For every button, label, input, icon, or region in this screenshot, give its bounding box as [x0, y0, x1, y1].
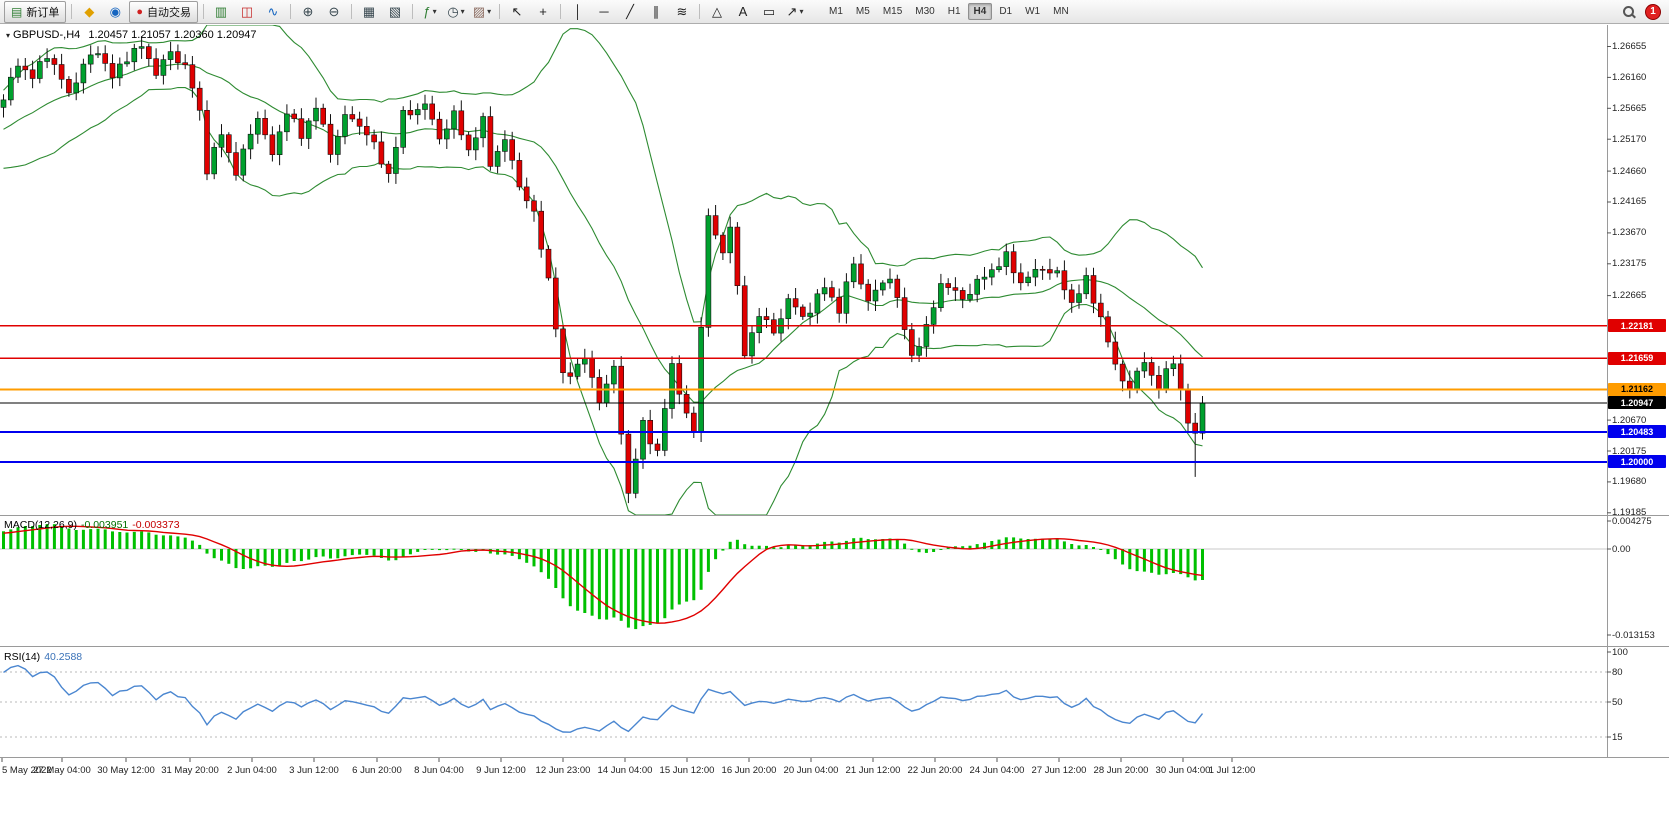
text-button[interactable]: A: [731, 2, 755, 22]
toolbar-separator: [560, 4, 561, 19]
timeframe-m15-button[interactable]: M15: [882, 6, 903, 17]
cascade-windows-button[interactable]: ▧: [383, 2, 407, 22]
trendline-button[interactable]: ╱: [618, 2, 642, 22]
timeframe-w1-button[interactable]: W1: [1025, 6, 1041, 17]
new-order-button[interactable]: ▤ 新订单: [4, 0, 67, 23]
bar-chart-button[interactable]: ▥: [209, 2, 233, 22]
trendline-icon: ╱: [626, 3, 634, 19]
toolbar-separator: [290, 4, 291, 19]
templates-button[interactable]: ▨ ▾: [470, 2, 494, 22]
toolbar-separator: [203, 4, 204, 19]
text-icon: A: [738, 4, 748, 19]
vertical-line-icon: │: [573, 4, 583, 19]
horizontal-line-icon: ─: [599, 4, 609, 19]
new-order-label: 新订单: [26, 6, 60, 19]
community-icon: ◉: [109, 3, 122, 19]
chevron-down-icon: ▾: [487, 7, 492, 16]
zoom-in-button[interactable]: ⊕: [296, 2, 320, 22]
market-watch-button[interactable]: ◆: [77, 2, 101, 22]
arrows-button[interactable]: ↗ ▾: [783, 2, 807, 22]
arrows-icon: ↗: [786, 3, 798, 19]
toolbar-separator: [499, 4, 500, 19]
panel-splitter[interactable]: [0, 514, 1607, 518]
new-order-icon: ▤: [11, 4, 23, 19]
timeframe-m30-button[interactable]: M30: [915, 6, 935, 17]
timeframe-h1-button[interactable]: H1: [947, 6, 961, 17]
community-button[interactable]: ◉: [103, 2, 127, 22]
chart-area[interactable]: ▾ GBPUSD-,H4 1.20457 1.21057 1.20360 1.20…: [0, 25, 1669, 829]
candlestick-button[interactable]: ◫: [235, 2, 259, 22]
shapes-button[interactable]: △: [705, 2, 729, 22]
autotrade-label: 自动交易: [147, 6, 191, 19]
chevron-down-icon: ▾: [432, 7, 437, 16]
cursor-icon: ↖: [511, 3, 523, 19]
autotrade-button[interactable]: ● 自动交易: [129, 0, 198, 23]
tile-windows-button[interactable]: ▦: [357, 2, 381, 22]
templates-icon: ▨: [472, 3, 486, 19]
shapes-icon: △: [712, 3, 722, 19]
zoom-in-icon: ⊕: [302, 3, 314, 19]
toolbar-separator: [351, 4, 352, 19]
periods-button[interactable]: ◷ ▾: [444, 2, 468, 22]
periods-icon: ◷: [447, 3, 459, 19]
channel-icon: ∥: [652, 3, 660, 19]
label-button[interactable]: ▭: [757, 2, 781, 22]
fibonacci-button[interactable]: ≋: [670, 2, 694, 22]
cursor-button[interactable]: ↖: [505, 2, 529, 22]
toolbar-right: 1: [1623, 3, 1665, 20]
toolbar-separator: [412, 4, 413, 19]
timeframe-m5-button[interactable]: M5: [855, 6, 870, 17]
crosshair-icon: +: [539, 4, 547, 19]
tile-windows-icon: ▦: [362, 3, 376, 19]
timeframe-h4-button[interactable]: H4: [967, 3, 993, 20]
toolbar-separator: [699, 4, 700, 19]
indicators-icon: ƒ: [423, 4, 431, 19]
panel-splitter[interactable]: [0, 645, 1607, 649]
channel-button[interactable]: ∥: [644, 2, 668, 22]
tool-groups: ▥ ◫ ∿ ⊕ ⊖ ▦ ▧ ƒ ▾ ◷ ▾ ▨ ▾ ↖ + │ ─ ╱ ∥ ≋ △ A ▭ ↗ ▾: [209, 2, 807, 22]
cascade-windows-icon: ▧: [388, 3, 402, 19]
bar-chart-icon: ▥: [214, 3, 228, 19]
indicators-button[interactable]: ƒ ▾: [418, 2, 442, 22]
search-icon[interactable]: [1623, 5, 1635, 18]
crosshair-button[interactable]: +: [531, 2, 555, 22]
zoom-out-icon: ⊖: [328, 3, 340, 19]
notification-badge[interactable]: 1: [1645, 3, 1661, 20]
vertical-line-button[interactable]: │: [566, 2, 590, 22]
chart-canvas[interactable]: [0, 25, 1669, 829]
autotrade-icon: ●: [136, 5, 143, 18]
chevron-down-icon: ▾: [460, 7, 465, 16]
timeframe-mn-button[interactable]: MN: [1053, 6, 1069, 17]
toolbar-separator: [71, 4, 73, 19]
fibonacci-icon: ≋: [676, 3, 688, 19]
line-chart-button[interactable]: ∿: [261, 2, 285, 22]
main-toolbar: ▤ 新订单 ◆ ◉ ● 自动交易 ▥ ◫ ∿ ⊕ ⊖ ▦ ▧ ƒ ▾ ◷ ▾ ▨ ▾ ↖ + │ ─ ╱ ∥ ≋ △ A ▭…: [0, 0, 1669, 24]
timeframe-d1-button[interactable]: D1: [999, 6, 1013, 17]
candlestick-icon: ◫: [240, 3, 254, 19]
label-icon: ▭: [762, 3, 776, 19]
market-watch-icon: ◆: [84, 3, 95, 19]
chevron-down-icon: ▾: [799, 7, 804, 16]
timeframe-m1-button[interactable]: M1: [829, 6, 843, 17]
line-chart-icon: ∿: [267, 3, 279, 19]
timeframe-bar: M1 M5 M15 M30 H1 H4 D1 W1 MN: [823, 3, 1075, 20]
zoom-out-button[interactable]: ⊖: [322, 2, 346, 22]
horizontal-line-button[interactable]: ─: [592, 2, 616, 22]
